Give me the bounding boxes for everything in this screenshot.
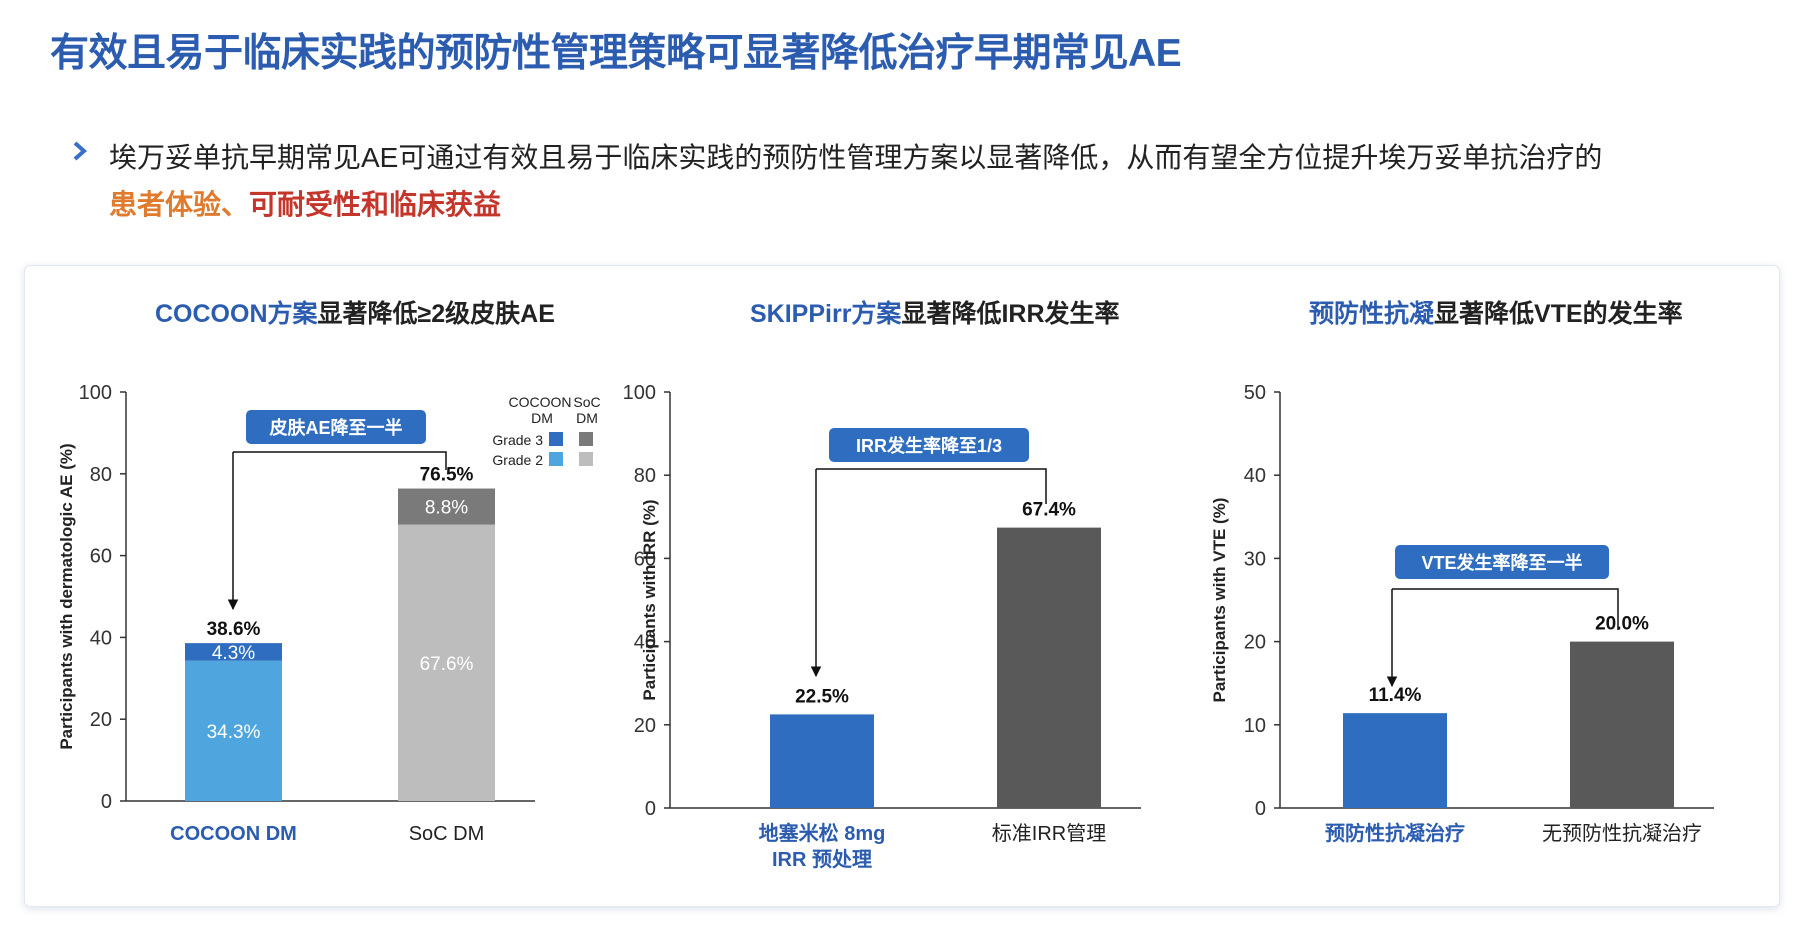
chart3-bar-0 [1343, 713, 1447, 808]
chart1-bar-data-label: 8.8% [425, 498, 468, 519]
chart3-y-tick-label: 0 [1255, 798, 1266, 820]
chart3-y-axis-label: Participants with VTE (%) [1210, 498, 1229, 703]
chart1-bar-total-label: 38.6% [207, 619, 261, 640]
chart1-annotation-text: 皮肤AE降至一半 [269, 417, 402, 438]
chart3-y-tick-label: 30 [1244, 548, 1266, 570]
chart2-title-highlight: SKIPPirr方案 [750, 300, 902, 328]
chart1-legend-swatch-soc [579, 452, 593, 466]
chart3-annotation-text: VTE发生率降至一半 [1421, 552, 1582, 573]
chart3-title-highlight: 预防性抗凝 [1309, 300, 1435, 328]
chart1-bar-grade2-1 [398, 524, 495, 801]
chart1-legend-row-label: Grade 2 [492, 452, 543, 468]
panel-header: COCOON方案显著降低≥2级皮肤AE SKIPPirr方案显著降低IRR发生率… [25, 266, 1779, 366]
chart1-bar-data-label: 67.6% [420, 654, 474, 675]
chart1-legend-col2: SoC [573, 394, 600, 410]
chart2-x-tick-label-line2: IRR 预处理 [772, 847, 872, 871]
chart1-bar-grade3-0 [185, 643, 282, 661]
chart2-annotation-box [829, 428, 1029, 462]
chart1-bar-data-label: 4.3% [212, 643, 255, 664]
chart1-legend-col1: COCOON [509, 394, 572, 410]
chart1-y-axis-label: Participants with dermatologic AE (%) [57, 443, 76, 749]
chart1-y-tick-label: 80 [90, 464, 112, 486]
chart1-legend-col2-line2: DM [576, 410, 598, 426]
chart1-y-tick-label: 20 [90, 709, 112, 731]
chart2-title-rest: 显著降低IRR发生率 [901, 300, 1120, 328]
charts-panel: COCOON方案显著降低≥2级皮肤AE SKIPPirr方案显著降低IRR发生率… [24, 265, 1780, 907]
highlight-red: 可耐受性和临床获益 [249, 189, 502, 220]
chart1-legend-swatch-cocoon [549, 432, 563, 446]
chart3-bar-1 [1570, 641, 1674, 808]
chart3-annotation-box [1395, 545, 1609, 579]
page-title: 有效且易于临床实践的预防性管理策略可显著降低治疗早期常见AE [50, 32, 1182, 75]
chart3-bar-data-label: 11.4% [1369, 685, 1422, 706]
chart3-title-rest: 显著降低VTE的发生率 [1434, 300, 1683, 328]
chart2-y-tick-label: 80 [634, 465, 656, 487]
chart2-y-tick-label: 40 [634, 632, 656, 654]
chart1-bar-grade2-0 [185, 660, 282, 801]
chart3-y-tick-label: 20 [1244, 632, 1266, 654]
chart3-bracket-right [1392, 588, 1619, 630]
chart1-title-rest: 显著降低≥2级皮肤AE [317, 300, 555, 328]
chart1-legend-col1-line2: DM [531, 410, 553, 426]
chart1-bracket-right [233, 451, 447, 470]
chart1-legend-swatch-cocoon [549, 452, 563, 466]
chart2-y-tick-label: 60 [634, 548, 656, 570]
chart2-x-tick-label: 标准IRR管理 [992, 822, 1106, 845]
chart1-bar-data-label: 34.3% [207, 722, 261, 743]
chart1-bar-total-label: 76.5% [420, 465, 474, 486]
chart2-bar-data-label: 67.4% [1022, 500, 1076, 521]
chart1-legend-swatch-soc [579, 432, 593, 446]
chart2-bar-data-label: 22.5% [795, 686, 849, 707]
chart1-title: COCOON方案显著降低≥2级皮肤AE [155, 294, 555, 330]
chart1-x-tick-label: SoC DM [409, 823, 485, 845]
chart2-bar-1 [997, 527, 1101, 808]
chart3-x-tick-label: 预防性抗凝治疗 [1325, 821, 1465, 845]
chart1-y-tick-label: 0 [101, 791, 112, 813]
chart2-y-tick-label: 100 [623, 382, 656, 404]
chart1-x-tick-label: COCOON DM [170, 823, 297, 845]
chart3-x-tick-label: 无预防性抗凝治疗 [1542, 822, 1702, 845]
chart1-y-tick-label: 100 [79, 382, 112, 404]
chart2-bar-0 [770, 714, 874, 808]
chart3-y-tick-label: 50 [1244, 382, 1266, 404]
chart3-title: 预防性抗凝显著降低VTE的发生率 [1309, 294, 1683, 330]
chart1-y-tick-label: 40 [90, 627, 112, 649]
summary-text: 埃万妥单抗早期常见AE可通过有效且易于临床实践的预防性管理方案以显著降低，从而有… [109, 142, 1603, 173]
chart1-title-highlight: COCOON方案 [155, 300, 318, 328]
chart2-x-tick-label: 地塞米松 8mg [759, 821, 886, 845]
chart1-annotation-box [246, 410, 426, 444]
chart2-annotation-text: IRR发生率降至1/3 [856, 435, 1002, 456]
summary-highlight: 患者体验、可耐受性和临床获益 [109, 180, 501, 229]
chart3-y-tick-label: 10 [1244, 715, 1266, 737]
chart2-title: SKIPPirr方案显著降低IRR发生率 [750, 294, 1120, 330]
chart3-bar-data-label: 20.0% [1595, 614, 1649, 635]
chart3-y-tick-label: 40 [1244, 465, 1266, 487]
chart2-bracket-right [816, 468, 1047, 504]
chevron-right-icon [72, 138, 90, 164]
chart1-y-tick-label: 60 [90, 546, 112, 568]
chart2-y-tick-label: 20 [634, 715, 656, 737]
chart1-bar-grade3-1 [398, 488, 495, 525]
chart2-y-tick-label: 0 [645, 798, 656, 820]
chart1-legend-row-label: Grade 3 [492, 432, 543, 448]
chart2-y-axis-label: Participants with IRR (%) [640, 499, 659, 700]
highlight-orange: 患者体验、 [109, 189, 250, 220]
